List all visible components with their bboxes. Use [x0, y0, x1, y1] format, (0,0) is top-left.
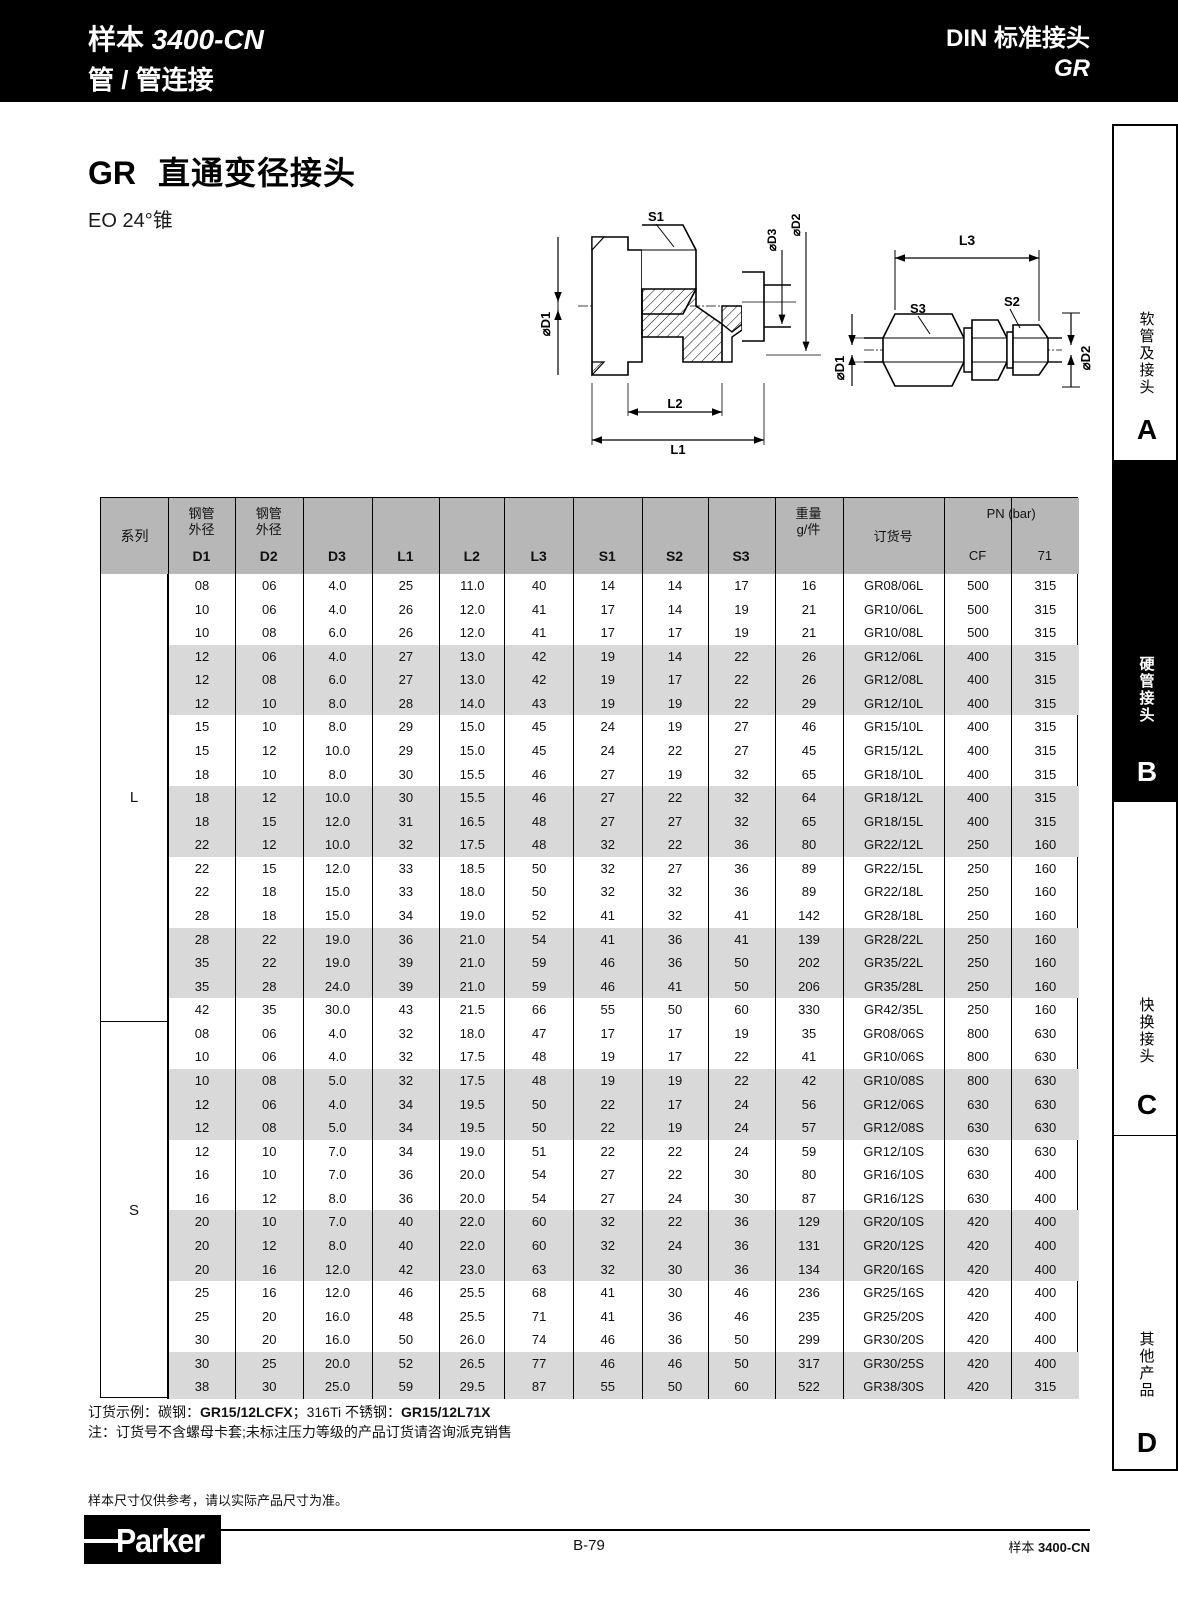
svg-text:L2: L2 — [667, 396, 682, 411]
svg-text:S3: S3 — [910, 301, 926, 316]
svg-text:S1: S1 — [648, 210, 664, 224]
svg-text:⌀D2: ⌀D2 — [1078, 346, 1093, 370]
svg-text:⌀D3: ⌀D3 — [765, 228, 779, 251]
svg-text:⌀D1: ⌀D1 — [832, 356, 847, 380]
svg-text:S2: S2 — [1004, 294, 1020, 309]
svg-text:L3: L3 — [959, 232, 976, 248]
svg-text:⌀D2: ⌀D2 — [789, 213, 803, 236]
svg-text:⌀D1: ⌀D1 — [538, 312, 553, 336]
svg-text:L1: L1 — [670, 442, 685, 457]
